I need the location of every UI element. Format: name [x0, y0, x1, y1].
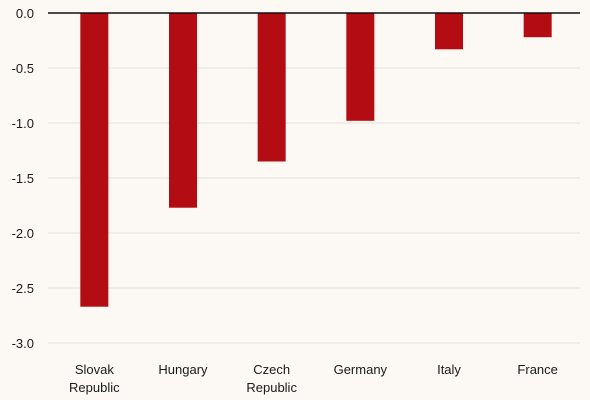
y-tick-label: -1.5 [12, 171, 34, 186]
y-tick-label: 0.0 [16, 6, 34, 21]
x-tick-label-line: Germany [334, 362, 388, 377]
x-tick-label: Germany [334, 362, 388, 377]
y-axis: 0.0 -0.5 -1.0 -1.5 -2.0 -2.5 -3.0 [12, 6, 580, 351]
bar [523, 13, 552, 38]
x-axis: Slovak Republic Hungary Czech Republic German… [69, 362, 558, 395]
y-tick-label: -3.0 [12, 336, 34, 351]
x-tick-label-line: Italy [437, 362, 461, 377]
gridlines [48, 67, 580, 344]
bar [257, 13, 286, 162]
x-tick-label-line: Republic [246, 380, 297, 395]
bar [435, 13, 463, 50]
y-tick-label: -2.5 [12, 281, 34, 296]
y-tick-label: -1.0 [12, 116, 34, 131]
y-tick-label: -2.0 [12, 226, 34, 241]
x-tick-label: Czech Republic [246, 362, 297, 395]
x-tick-label-line: Czech [253, 362, 290, 377]
x-tick-label-line: Hungary [158, 362, 208, 377]
x-tick-label-line: Slovak [75, 362, 115, 377]
x-tick-label: Slovak Republic [69, 362, 120, 395]
bars [80, 13, 552, 307]
bar [346, 13, 375, 121]
y-tick-label: -0.5 [12, 61, 34, 76]
x-tick-label: Hungary [158, 362, 208, 377]
bar [169, 13, 197, 208]
x-tick-label-line: Republic [69, 380, 120, 395]
x-tick-label: Italy [437, 362, 461, 377]
x-tick-label: France [517, 362, 557, 377]
bar [80, 13, 109, 307]
x-tick-label-line: France [517, 362, 557, 377]
